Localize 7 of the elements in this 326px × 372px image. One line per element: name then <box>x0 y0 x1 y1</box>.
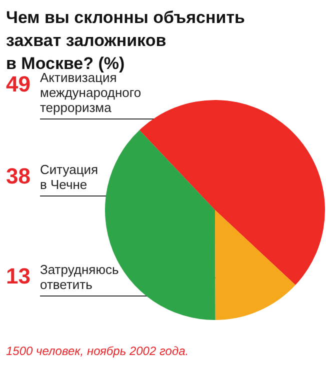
data-label: 13 <box>6 264 30 288</box>
data-label: 49 <box>6 72 30 96</box>
chart-title: Чем вы склонны объяснить захват заложников в Москве? (%) <box>6 8 245 73</box>
text: 1500 человек, ноябрь 2002 года. <box>6 344 189 358</box>
slice-label: Ситуация в Чечне <box>40 162 98 192</box>
data-label: 38 <box>6 164 30 188</box>
slice-label: Затрудняюсь ответить <box>40 262 119 292</box>
